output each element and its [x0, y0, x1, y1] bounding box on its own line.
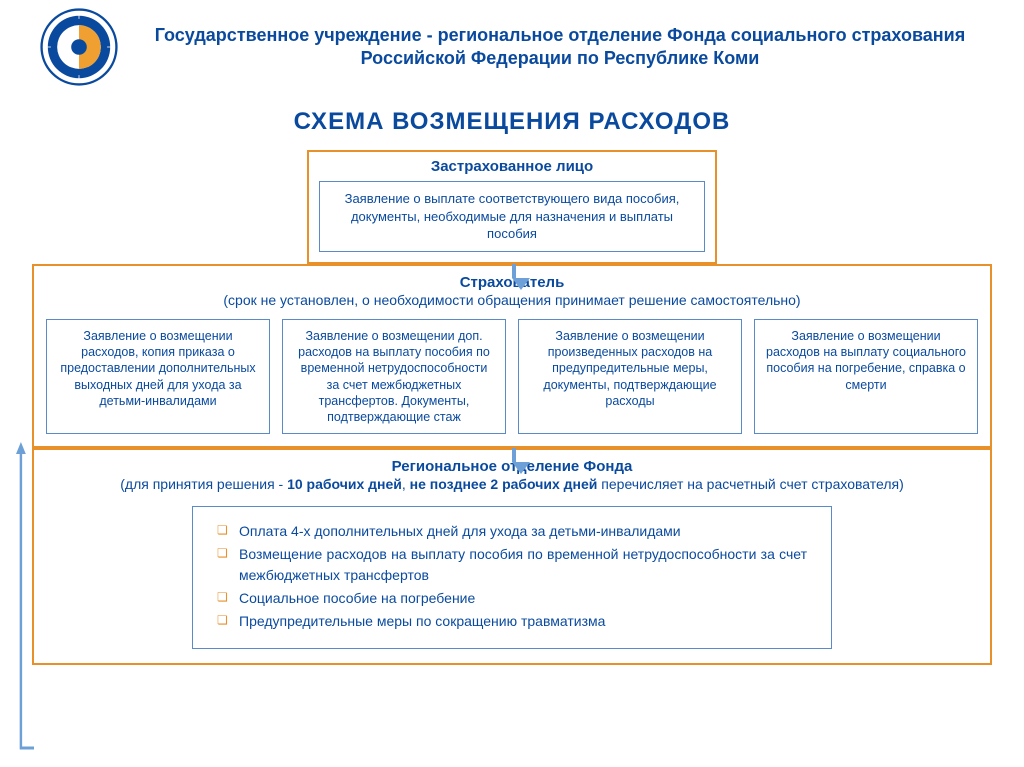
- doc-option-2: Заявление о возмещении доп. расходов на …: [282, 319, 506, 435]
- fss-logo: [40, 8, 118, 86]
- insurer-document-options: Заявление о возмещении расходов, копия п…: [46, 319, 978, 435]
- doc-option-1: Заявление о возмещении расходов, копия п…: [46, 319, 270, 435]
- payment-item-3: Социальное пособие на погребение: [217, 588, 807, 609]
- node-fund-subtitle: (для принятия решения - 10 рабочих дней,…: [46, 475, 978, 494]
- flowchart: Застрахованное лицо Заявление о выплате …: [0, 150, 1024, 665]
- sub-b1: 10 рабочих дней: [287, 476, 402, 492]
- fund-payments-box: Оплата 4-х дополнительных дней для ухода…: [192, 506, 832, 649]
- node-insured-person: Застрахованное лицо Заявление о выплате …: [307, 150, 717, 264]
- sub-pre: (для принятия решения -: [120, 476, 287, 492]
- feedback-arrow: [16, 292, 34, 752]
- org-name: Государственное учреждение - регионально…: [136, 24, 984, 71]
- node-insurer-subtitle: (срок не установлен, о необходимости обр…: [46, 291, 978, 309]
- node-insured-body: Заявление о выплате соответствующего вид…: [319, 181, 705, 252]
- sub-b2: не позднее 2 рабочих дней: [410, 476, 598, 492]
- sub-post: перечисляет на расчетный счет страховате…: [597, 476, 903, 492]
- page-title: СХЕМА ВОЗМЕЩЕНИЯ РАСХОДОВ: [0, 108, 1024, 136]
- doc-option-4: Заявление о возмещении расходов на выпла…: [754, 319, 978, 435]
- node-regional-fund: Региональное отделение Фонда (для принят…: [32, 448, 992, 665]
- node-insurer: Страхователь (срок не установлен, о необ…: [32, 264, 992, 449]
- doc-option-3: Заявление о возмещении произведенных рас…: [518, 319, 742, 435]
- header: Государственное учреждение - регионально…: [0, 0, 1024, 90]
- payment-item-1: Оплата 4-х дополнительных дней для ухода…: [217, 521, 807, 542]
- node-insured-title: Застрахованное лицо: [319, 158, 705, 175]
- fund-payments-list: Оплата 4-х дополнительных дней для ухода…: [217, 521, 807, 632]
- payment-item-2: Возмещение расходов на выплату пособия п…: [217, 544, 807, 586]
- payment-item-4: Предупредительные меры по сокращению тра…: [217, 611, 807, 632]
- sub-mid: ,: [402, 476, 410, 492]
